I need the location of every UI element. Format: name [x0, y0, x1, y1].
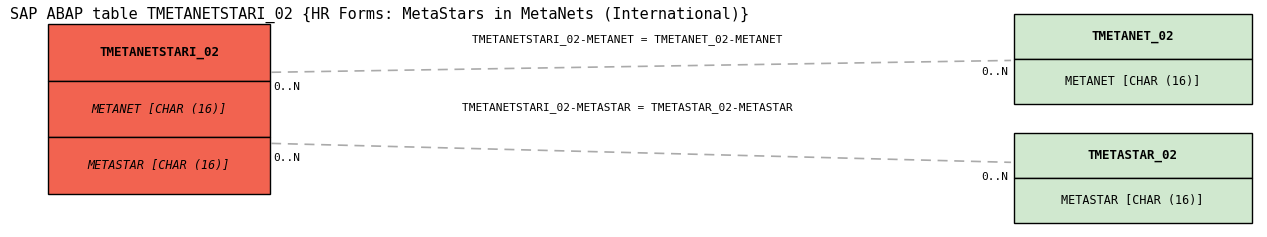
- Bar: [1014, 133, 1252, 178]
- Text: METANET [CHAR (16)]: METANET [CHAR (16)]: [1066, 75, 1200, 88]
- Bar: [1014, 14, 1252, 59]
- Text: 0..N: 0..N: [274, 82, 300, 91]
- Bar: [48, 81, 270, 137]
- Bar: [1014, 178, 1252, 223]
- Text: 0..N: 0..N: [274, 153, 300, 163]
- Text: TMETANET_02: TMETANET_02: [1091, 30, 1175, 43]
- Text: TMETANETSTARI_02-METASTAR = TMETASTAR_02-METASTAR: TMETANETSTARI_02-METASTAR = TMETASTAR_02…: [461, 102, 793, 113]
- Text: TMETANETSTARI_02-METANET = TMETANET_02-METANET: TMETANETSTARI_02-METANET = TMETANET_02-M…: [471, 34, 783, 45]
- Text: METANET [CHAR (16)]: METANET [CHAR (16)]: [91, 103, 227, 115]
- Text: METASTAR [CHAR (16)]: METASTAR [CHAR (16)]: [1062, 194, 1204, 207]
- Text: METASTAR [CHAR (16)]: METASTAR [CHAR (16)]: [87, 160, 231, 172]
- Bar: [48, 24, 270, 81]
- Text: SAP ABAP table TMETANETSTARI_02 {HR Forms: MetaStars in MetaNets (International): SAP ABAP table TMETANETSTARI_02 {HR Form…: [10, 7, 749, 23]
- Bar: [1014, 59, 1252, 104]
- Text: TMETANETSTARI_02: TMETANETSTARI_02: [99, 46, 219, 59]
- Text: TMETASTAR_02: TMETASTAR_02: [1087, 149, 1178, 162]
- Text: 0..N: 0..N: [982, 172, 1009, 182]
- Text: 0..N: 0..N: [982, 67, 1009, 77]
- Bar: [48, 137, 270, 194]
